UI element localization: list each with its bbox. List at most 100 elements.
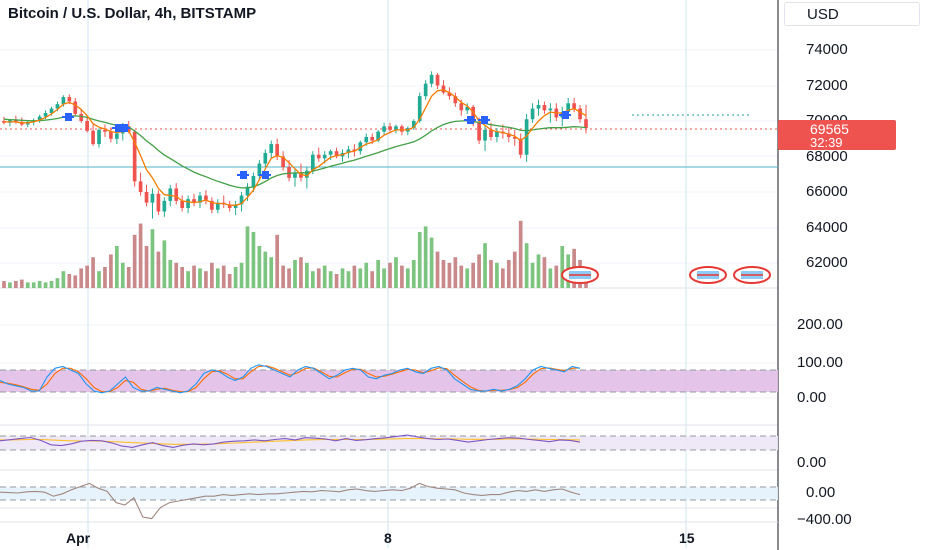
volume-bar <box>257 246 262 288</box>
volume-bar <box>376 260 380 288</box>
candle-body <box>263 152 268 164</box>
volume-bar <box>305 262 309 288</box>
volume-bar <box>73 275 78 288</box>
candle-body <box>43 113 48 117</box>
volume-bar <box>554 265 559 288</box>
volume-bar <box>14 281 18 288</box>
candle-body <box>441 85 446 93</box>
volume-bar <box>120 262 125 288</box>
candle-body <box>512 136 517 139</box>
volume-bar <box>536 254 541 288</box>
volume-bar <box>245 226 250 288</box>
volume-bar <box>364 262 369 288</box>
volume-bar <box>269 257 274 288</box>
candle-body <box>67 97 72 102</box>
volume-bar <box>346 271 351 288</box>
volume-bar <box>19 279 24 288</box>
volume-bar <box>441 260 446 288</box>
price-axis-label: 68000 <box>806 148 848 165</box>
candle-body <box>477 122 481 141</box>
candle-body <box>435 74 440 86</box>
candle-body <box>352 149 357 152</box>
osc1-axis-label: 0.00 <box>797 389 827 406</box>
volume-bar <box>150 229 155 288</box>
volume-bar <box>465 268 470 288</box>
volume-bar <box>489 260 493 288</box>
candle-body <box>269 144 274 153</box>
candle-body <box>364 136 369 143</box>
price-axis-label: 66000 <box>806 183 848 200</box>
osc-band <box>0 487 778 500</box>
candle-body <box>506 133 511 137</box>
candle-body <box>388 126 392 130</box>
volume-bar <box>316 268 321 288</box>
candle-body <box>192 199 196 203</box>
volume-bar <box>530 262 535 288</box>
osc-line <box>0 482 581 520</box>
signal-marker <box>65 113 72 121</box>
volume-bar <box>382 268 386 288</box>
volume-bar <box>293 260 297 288</box>
candle-body <box>239 195 244 205</box>
candle-body <box>328 151 333 155</box>
osc3-axis-label: 0.00 <box>806 484 836 501</box>
volume-bar <box>156 251 161 288</box>
volume-bar <box>37 281 42 288</box>
volume-bar <box>447 262 452 288</box>
volume-bar <box>239 262 244 288</box>
symbol-title: Bitcoin / U.S. Dollar, 4h, BITSTAMP <box>8 5 257 22</box>
volume-bar <box>299 257 303 288</box>
cci-band <box>0 436 778 450</box>
candle-body <box>186 199 190 208</box>
candle-body <box>79 113 84 121</box>
volume-bar <box>233 267 238 288</box>
candle-body <box>245 186 250 196</box>
volume-bar <box>483 243 487 288</box>
signal-marker <box>262 171 269 179</box>
candle-body <box>73 101 78 114</box>
osc1-axis-label: 200.00 <box>797 316 843 333</box>
candle-body <box>358 142 363 152</box>
event-flag-icon <box>689 266 727 284</box>
candle-body <box>423 83 428 97</box>
volume-bar <box>132 234 137 288</box>
candle-body <box>138 181 143 192</box>
volume-bar <box>103 267 107 288</box>
volume-bar <box>394 257 398 288</box>
candle-body <box>281 156 285 168</box>
volume-bar <box>85 265 89 288</box>
moving-average-fast <box>4 89 587 206</box>
candle-body <box>536 105 541 109</box>
osc1-axis-label: 100.00 <box>797 354 843 371</box>
candle-body <box>495 131 499 137</box>
candle-body <box>548 108 553 111</box>
volume-bar <box>91 257 95 288</box>
volume-bar <box>144 246 149 288</box>
candle-body <box>287 167 291 178</box>
candle-body <box>109 131 113 139</box>
volume-bar <box>352 265 357 288</box>
volume-bar <box>477 254 481 288</box>
volume-bar <box>251 232 256 288</box>
candle-body <box>578 108 582 120</box>
price-axis-label: 72000 <box>806 77 848 94</box>
candle-body <box>257 163 262 177</box>
price-axis-label: 74000 <box>806 41 848 58</box>
volume-bar <box>263 251 268 288</box>
candle-body <box>346 149 351 153</box>
volume-bar <box>31 282 36 288</box>
candle-body <box>251 176 256 187</box>
last-price-tag: 69565 32:39 <box>778 120 896 150</box>
candle-body <box>2 121 6 123</box>
candle-body <box>275 144 280 157</box>
volume-bar <box>227 274 232 288</box>
price-axis-label: 62000 <box>806 254 848 271</box>
volume-bar <box>405 268 410 288</box>
volume-bar <box>198 268 202 288</box>
candle-body <box>210 200 214 210</box>
bar-countdown: 32:39 <box>810 135 843 150</box>
currency-selector-button[interactable]: USD <box>784 2 920 26</box>
candle-body <box>447 92 452 97</box>
